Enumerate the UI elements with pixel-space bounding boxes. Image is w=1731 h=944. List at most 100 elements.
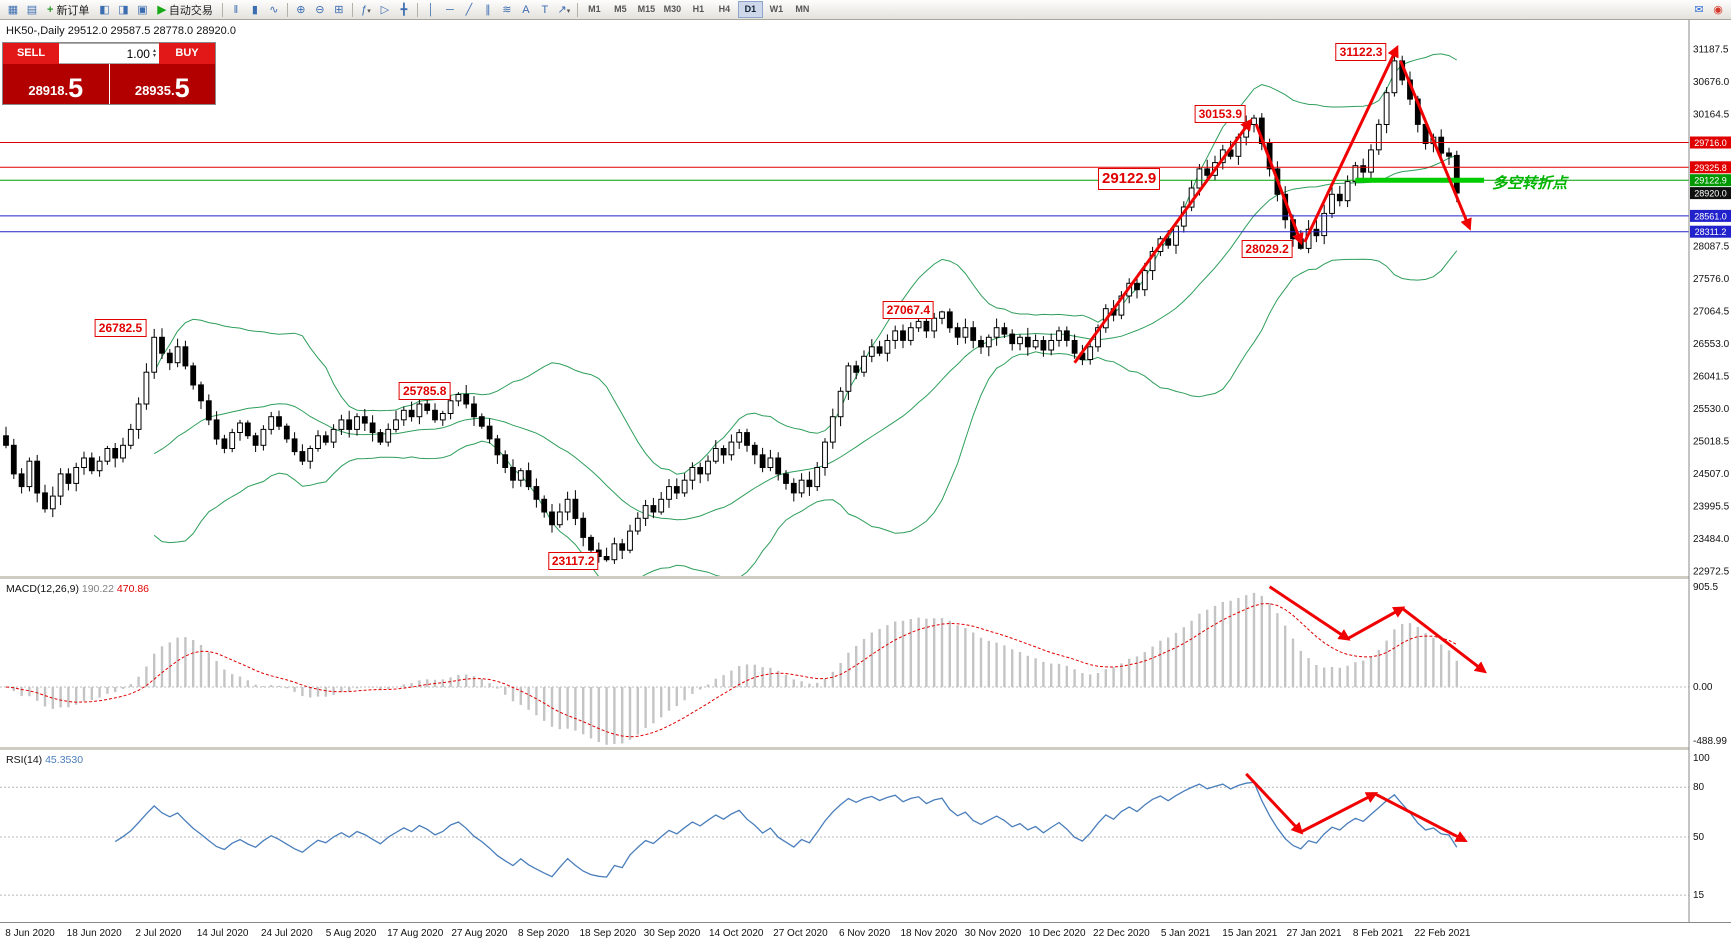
trend-arrow[interactable] bbox=[1346, 606, 1406, 641]
text-tool-icon[interactable]: A bbox=[522, 3, 530, 16]
price-annotation[interactable]: 26782.5 bbox=[94, 318, 147, 337]
candle-body bbox=[377, 432, 384, 443]
candle-body bbox=[814, 467, 821, 488]
dropdown-arrow-icon[interactable]: ▾ bbox=[367, 7, 371, 15]
time-axis-label: 10 Dec 2020 bbox=[1029, 928, 1086, 939]
new-order-button[interactable]: + 新订单 bbox=[42, 2, 94, 18]
candle-body bbox=[1009, 333, 1016, 345]
candle-chart-mode-icon[interactable]: ▮ bbox=[251, 3, 258, 16]
candle-body bbox=[354, 416, 360, 430]
bar-chart-mode-icon[interactable]: ‖ bbox=[233, 3, 239, 16]
timeframe-button-m5[interactable]: M5 bbox=[614, 4, 627, 14]
candle-body bbox=[1040, 340, 1047, 351]
volume-field[interactable]: 1.00 ▴ ▾ bbox=[59, 43, 159, 64]
spin-down-icon[interactable]: ▾ bbox=[152, 52, 156, 59]
volume-value[interactable]: 1.00 bbox=[126, 46, 150, 61]
buy-button[interactable]: BUY bbox=[159, 43, 215, 64]
indicators-icon[interactable]: ƒ▾ bbox=[361, 3, 371, 16]
dropdown-arrow-icon[interactable]: ▾ bbox=[566, 7, 571, 15]
label-tool-icon[interactable]: T bbox=[541, 3, 549, 16]
vertical-line-icon[interactable]: │ bbox=[427, 3, 435, 16]
new-chart-icon[interactable]: ▦ bbox=[7, 3, 19, 16]
timeframe-button-d1[interactable]: D1 bbox=[737, 1, 763, 18]
panel-separator[interactable] bbox=[0, 576, 1731, 579]
spin-up-icon[interactable]: ▴ bbox=[152, 47, 156, 54]
time-axis-label: 18 Sep 2020 bbox=[579, 928, 636, 939]
candle-body bbox=[26, 460, 33, 488]
candle-body bbox=[650, 505, 657, 513]
navigator-icon[interactable]: ◨ bbox=[118, 3, 129, 16]
trend-arrow[interactable] bbox=[1401, 607, 1487, 674]
rsi-axis-label: 50 bbox=[1693, 832, 1705, 843]
candle-body bbox=[525, 470, 532, 488]
candle-body bbox=[190, 365, 197, 386]
timeframe-button-w1[interactable]: W1 bbox=[769, 4, 784, 14]
trend-arrow[interactable] bbox=[1245, 772, 1304, 835]
trend-arrow[interactable] bbox=[1254, 123, 1304, 246]
cursor-icon[interactable]: ▷ bbox=[380, 3, 390, 16]
tile-windows-icon[interactable]: ⊞ bbox=[334, 3, 344, 16]
trend-arrow[interactable] bbox=[1073, 118, 1253, 364]
trend-arrow[interactable] bbox=[1268, 585, 1351, 641]
candle-body bbox=[393, 419, 399, 430]
price-annotation[interactable]: 25785.8 bbox=[399, 382, 451, 401]
bollinger-middle-band bbox=[153, 154, 1457, 521]
price-axis-label: 30676.0 bbox=[1693, 77, 1730, 88]
price-tag-label: 29325.8 bbox=[1694, 163, 1727, 173]
one-click-trading-panel: SELL 1.00 ▴ ▾ BUY 28918. 5 28935. 5 bbox=[2, 42, 216, 105]
price-annotation[interactable]: 27067.4 bbox=[882, 300, 934, 319]
alerts-icon[interactable]: ◉ bbox=[1713, 3, 1723, 16]
price-annotation[interactable]: 31122.3 bbox=[1335, 43, 1387, 62]
line-chart-mode-icon[interactable]: ∿ bbox=[269, 3, 279, 16]
macd-indicator bbox=[5, 592, 1459, 745]
timeframe-button-m30[interactable]: M30 bbox=[663, 4, 682, 14]
trend-arrow[interactable] bbox=[1399, 60, 1472, 231]
community-icon[interactable]: ✉ bbox=[1694, 3, 1704, 16]
arrows-tool-icon[interactable]: ↗▾ bbox=[557, 3, 571, 16]
candle-body bbox=[517, 470, 524, 481]
trend-arrow[interactable] bbox=[1303, 44, 1399, 243]
zoom-in-icon[interactable]: ⊕ bbox=[296, 3, 306, 16]
macd-indicator-label: MACD(12,26,9) 190.22 470.86 bbox=[6, 583, 149, 595]
chart-canvas[interactable]: 31187.5 30676.0 30164.5 28087.5 27576.0 27064… bbox=[0, 20, 1731, 944]
zoom-out-icon[interactable]: ⊖ bbox=[315, 3, 325, 16]
candle-body bbox=[736, 432, 743, 443]
sell-button[interactable]: SELL bbox=[3, 43, 59, 64]
price-axis-label: 26553.0 bbox=[1693, 339, 1730, 350]
time-axis-label: 8 Jun 2020 bbox=[5, 928, 55, 939]
bid-base: 28918. bbox=[28, 83, 69, 98]
price-annotation[interactable]: 29122.9 bbox=[1098, 168, 1161, 191]
candle-body bbox=[81, 457, 87, 468]
autotrade-button[interactable]: ▶ 自动交易 bbox=[152, 2, 217, 18]
timeframe-button-h1[interactable]: H1 bbox=[692, 4, 705, 14]
candle-body bbox=[845, 365, 852, 392]
trendline-icon[interactable]: ╱ bbox=[465, 3, 473, 16]
panel-separator[interactable] bbox=[0, 747, 1731, 750]
candle-body bbox=[1001, 327, 1008, 335]
crosshair-icon[interactable]: ╋ bbox=[400, 3, 408, 16]
terminal-icon[interactable]: ▣ bbox=[137, 3, 148, 16]
timeframe-button-m15[interactable]: M15 bbox=[637, 4, 656, 14]
market-watch-icon[interactable]: ◧ bbox=[99, 3, 110, 16]
price-annotation[interactable]: 28029.2 bbox=[1241, 239, 1293, 258]
new-order-button-label: 新订单 bbox=[56, 4, 90, 17]
timeframe-button-mn[interactable]: MN bbox=[795, 4, 810, 14]
time-axis-label: 2 Jul 2020 bbox=[135, 928, 182, 939]
volume-spinner[interactable]: ▴ ▾ bbox=[152, 47, 156, 59]
price-annotation[interactable]: 30153.9 bbox=[1194, 104, 1246, 123]
bid-price[interactable]: 28918. 5 bbox=[3, 64, 110, 104]
chart-profiles-icon[interactable]: ▤ bbox=[26, 3, 38, 16]
timeframe-button-h4[interactable]: H4 bbox=[718, 4, 731, 14]
timeframe-button-m1[interactable]: M1 bbox=[588, 4, 601, 14]
fibonacci-icon[interactable]: ≋ bbox=[502, 3, 512, 16]
trend-arrow[interactable] bbox=[1374, 792, 1468, 842]
trend-arrow[interactable] bbox=[1300, 792, 1379, 834]
equidistant-channel-icon[interactable]: ∥ bbox=[485, 3, 491, 16]
price-annotation[interactable]: 23117.2 bbox=[547, 551, 599, 570]
macd-axis-label: 0.00 bbox=[1693, 682, 1713, 693]
candle-body bbox=[424, 403, 431, 411]
ask-price[interactable]: 28935. 5 bbox=[109, 64, 215, 104]
candle-body bbox=[463, 394, 470, 405]
candle-body bbox=[346, 419, 353, 430]
horizontal-line-icon[interactable]: ─ bbox=[446, 3, 454, 16]
